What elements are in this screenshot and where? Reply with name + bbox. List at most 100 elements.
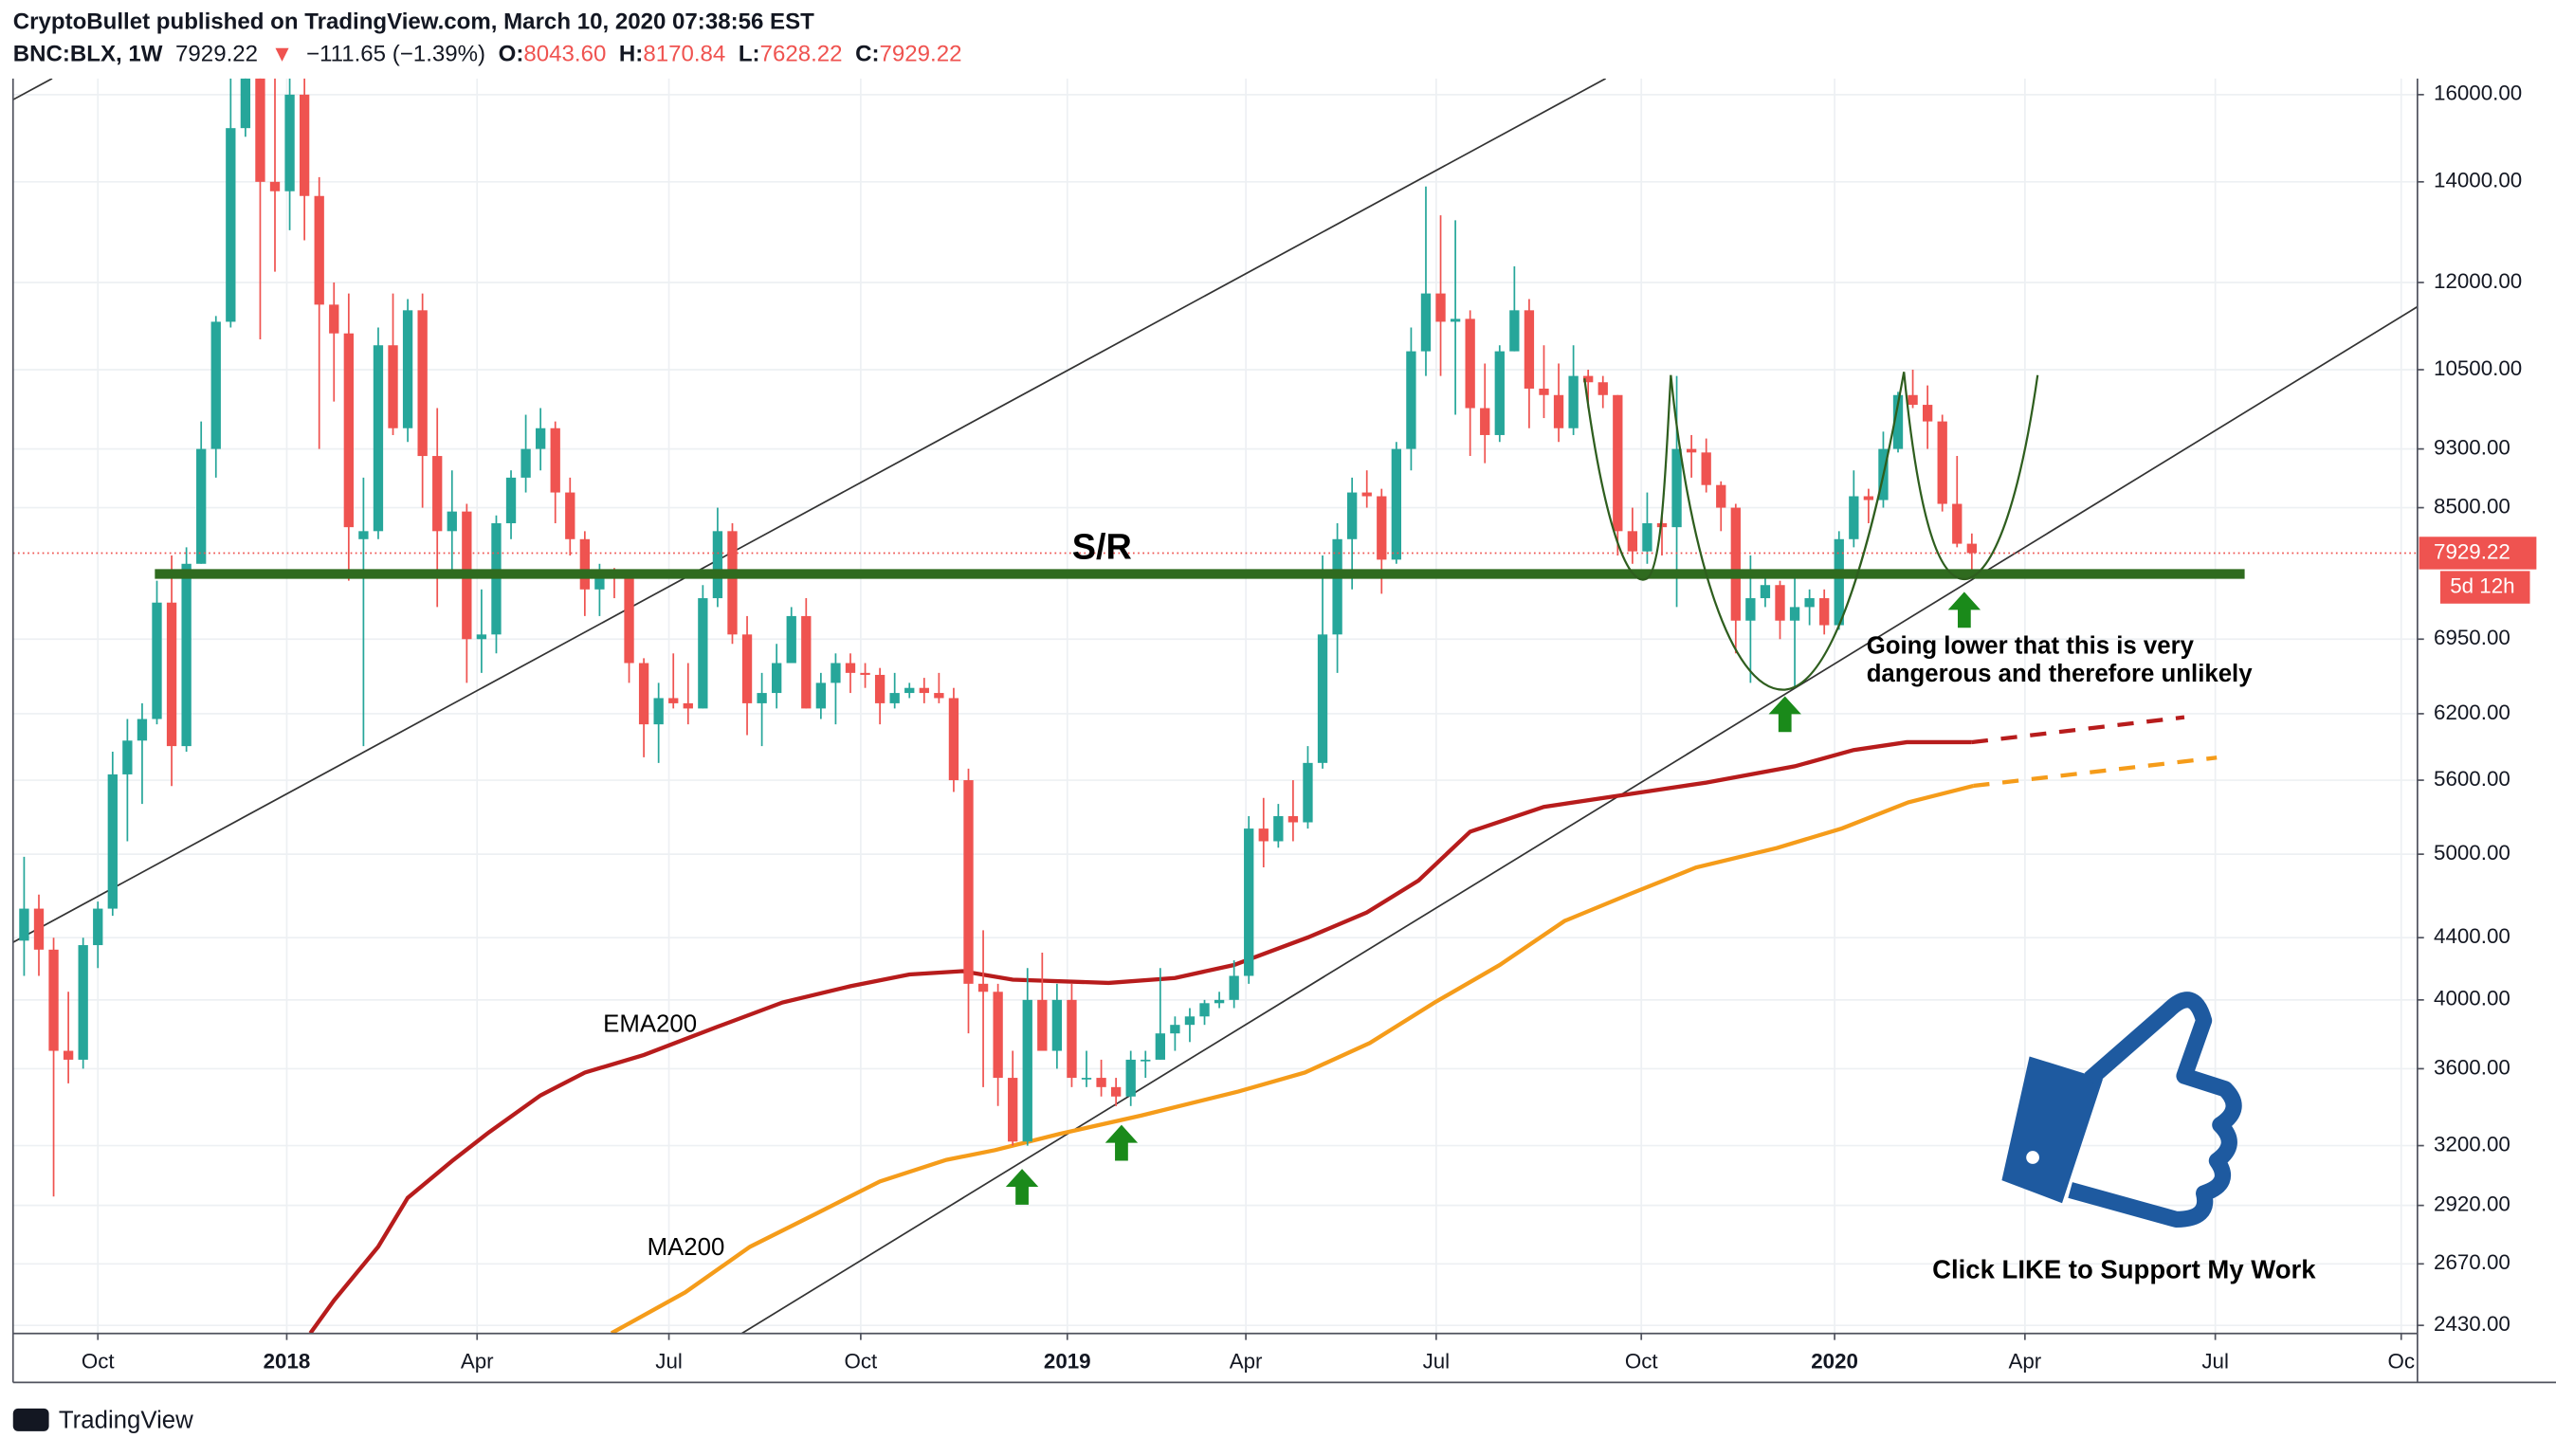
candle-body bbox=[977, 983, 989, 992]
y-tick-label: 16000.00 bbox=[2434, 82, 2522, 105]
candle-body bbox=[1346, 492, 1358, 539]
cup-curve bbox=[1583, 374, 1672, 581]
candle-body bbox=[1656, 522, 1668, 528]
candle-body bbox=[48, 949, 59, 1051]
header-text: CryptoBullet published on TradingView.co… bbox=[13, 9, 814, 35]
candle-body bbox=[314, 195, 324, 305]
candle-body bbox=[1701, 452, 1711, 485]
candle-body bbox=[786, 615, 796, 664]
candle-body bbox=[1568, 375, 1579, 428]
candle-body bbox=[1110, 1086, 1122, 1097]
candle-body bbox=[1834, 538, 1844, 626]
candle-body bbox=[1849, 496, 1859, 539]
candle-body bbox=[1051, 999, 1063, 1051]
change: −111.65 (−1.39%) bbox=[306, 42, 485, 67]
ohlc-key: H: bbox=[619, 42, 643, 67]
arrow bbox=[1947, 592, 1981, 628]
candle-body bbox=[1465, 318, 1475, 409]
ohlc-value: 8043.60 bbox=[523, 42, 606, 67]
candle-body bbox=[1170, 1025, 1180, 1034]
candle-body bbox=[417, 310, 428, 457]
grid bbox=[12, 78, 2418, 1334]
candle-body bbox=[668, 698, 679, 703]
candle-body bbox=[1509, 310, 1520, 352]
candle-body bbox=[166, 602, 177, 747]
like-text: Click LIKE to Support My Work bbox=[1932, 1255, 2316, 1284]
indicator-lines bbox=[308, 715, 2218, 1334]
candle-body bbox=[535, 428, 546, 449]
trend-line bbox=[12, 78, 1607, 943]
candle-body bbox=[860, 672, 870, 675]
candle-body bbox=[1745, 598, 1756, 621]
y-tick-label: 4000.00 bbox=[2434, 987, 2510, 1010]
y-tick-label: 8500.00 bbox=[2434, 494, 2510, 518]
y-tick-label: 9300.00 bbox=[2434, 436, 2510, 460]
x-tick-label: Jul bbox=[1423, 1350, 1451, 1374]
series-label: MA200 bbox=[648, 1234, 725, 1261]
candle-body bbox=[1613, 394, 1623, 532]
candle-body bbox=[1966, 543, 1977, 554]
y-tick-label: 12000.00 bbox=[2434, 269, 2522, 293]
axes: 16000.00 14000.00 12000.00 10500.00 9300.00 8… bbox=[82, 82, 2537, 1374]
candle-body bbox=[19, 908, 29, 941]
candle-body bbox=[550, 428, 560, 493]
candle-body bbox=[107, 774, 118, 909]
x-tick-label: 2018 bbox=[264, 1350, 311, 1374]
candle-body bbox=[683, 702, 693, 709]
candle-body bbox=[1819, 598, 1830, 626]
candle-body bbox=[1317, 634, 1328, 763]
y-tick-label: 10500.00 bbox=[2434, 356, 2522, 380]
candle-body bbox=[1716, 484, 1726, 508]
candle-body bbox=[831, 663, 841, 683]
x-tick-label: Oct bbox=[82, 1350, 116, 1374]
x-tick-label: Apr bbox=[1230, 1350, 1263, 1374]
candle-body bbox=[476, 634, 487, 640]
x-tick-label: Apr bbox=[2008, 1350, 2041, 1374]
x-tick-label: Oct bbox=[845, 1350, 879, 1374]
x-tick-label: Oct bbox=[1625, 1350, 1659, 1374]
candle-body bbox=[741, 634, 753, 703]
x-tick-label: Jul bbox=[655, 1350, 683, 1374]
candle-body bbox=[698, 598, 708, 709]
y-tick-label: 5600.00 bbox=[2434, 767, 2510, 791]
plot-area bbox=[12, 78, 2418, 1334]
candle-body bbox=[1377, 496, 1387, 560]
trend-line bbox=[740, 305, 2418, 1334]
candle-body bbox=[181, 563, 192, 747]
cup-curve bbox=[1903, 372, 2039, 581]
candle-body bbox=[712, 531, 723, 599]
candle-body bbox=[565, 492, 575, 539]
like-icon bbox=[2001, 992, 2242, 1228]
candle-body bbox=[1229, 975, 1239, 1000]
y-tick-label: 6200.00 bbox=[2434, 701, 2510, 724]
series-label: EMA200 bbox=[603, 1011, 697, 1038]
indicator-line bbox=[308, 739, 1972, 1334]
candle-body bbox=[1214, 999, 1225, 1004]
candle-body bbox=[1494, 351, 1505, 435]
candle-body bbox=[594, 572, 605, 590]
candle-body bbox=[815, 682, 827, 709]
footer-logo: TradingView bbox=[12, 1407, 193, 1433]
candle-body bbox=[1627, 531, 1638, 552]
candle-body bbox=[210, 321, 221, 449]
candle-body bbox=[343, 333, 354, 528]
candle-body bbox=[1480, 408, 1490, 435]
candle-body bbox=[1199, 1003, 1210, 1017]
x-tick-label: Apr bbox=[461, 1350, 494, 1374]
countdown-tag bbox=[2439, 571, 2530, 604]
y-tick-label: 3600.00 bbox=[2434, 1055, 2510, 1079]
candle-body bbox=[1406, 351, 1416, 449]
candle-body bbox=[1287, 815, 1299, 823]
candle-body bbox=[1096, 1078, 1106, 1087]
candle-body bbox=[889, 693, 900, 703]
candle-body bbox=[122, 740, 133, 774]
arrow bbox=[1768, 696, 1801, 733]
trend-line bbox=[12, 78, 53, 100]
price-tag-label: 7929.22 bbox=[2434, 539, 2510, 563]
projection-line bbox=[1971, 715, 2185, 745]
candle-body bbox=[653, 698, 664, 725]
candle-body bbox=[579, 538, 591, 590]
candle-body bbox=[1435, 293, 1446, 322]
y-tick-label: 14000.00 bbox=[2434, 169, 2522, 192]
candle-body bbox=[993, 992, 1003, 1079]
